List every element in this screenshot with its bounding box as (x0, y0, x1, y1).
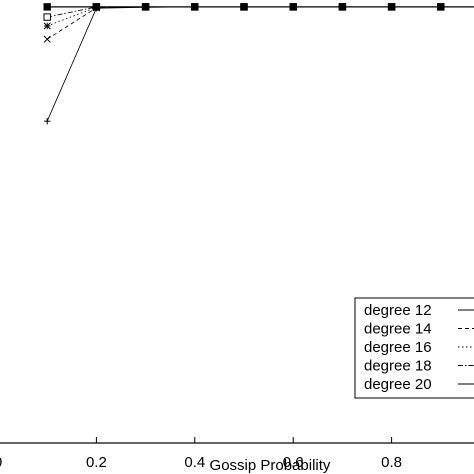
data-point (387, 3, 396, 11)
x-tick-label: 0.8 (381, 454, 402, 471)
data-point (338, 3, 347, 11)
x-axis-title: Gossip Probability (210, 457, 331, 474)
data-point (43, 3, 51, 11)
series-line (46, 6, 474, 40)
data-point (141, 3, 150, 11)
x-tick-label: 0.4 (184, 454, 205, 471)
plot-frame (0, 442, 474, 444)
series-line (47, 6, 474, 18)
legend-entry-label: degree 14 (364, 321, 432, 338)
data-point (43, 35, 51, 43)
data-point (240, 3, 248, 11)
data-point (44, 117, 51, 125)
legend-entry-label: degree 18 (364, 358, 432, 375)
legend-entry-label: degree 12 (364, 302, 432, 319)
x-tick-label: 0.6 (283, 454, 304, 471)
data-point (437, 3, 445, 11)
x-tick-label: 0 (0, 454, 2, 471)
data-point (43, 13, 51, 21)
series-line (46, 6, 474, 122)
data-point (43, 22, 51, 30)
data-point (92, 3, 101, 11)
legend-entry-label: degree 16 (364, 339, 432, 356)
legend-entry-label: degree 20 (364, 376, 432, 393)
data-point (191, 3, 199, 11)
data-point (289, 3, 297, 11)
x-tick-label: 0.2 (86, 454, 107, 471)
series-line (47, 6, 474, 27)
x-axis-ticks: 00.20.40.60.81 (0, 437, 402, 471)
series-markers (43, 3, 445, 125)
legend-box (354, 297, 474, 399)
series-lines (46, 6, 474, 122)
